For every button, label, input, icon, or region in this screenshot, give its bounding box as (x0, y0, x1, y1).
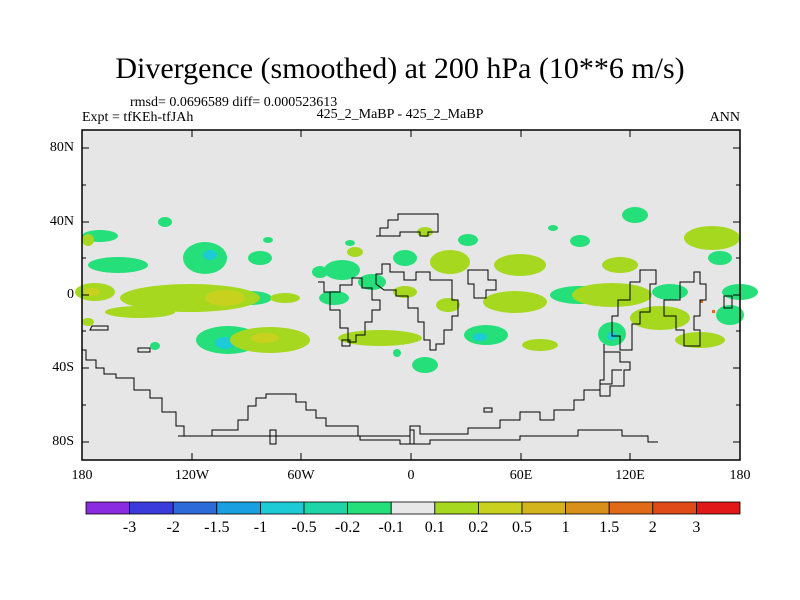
colorbar-label: -3 (123, 519, 136, 536)
case-label: 425_2_MaBP - 425_2_MaBP (316, 107, 484, 122)
y-tick-label-40n: 40N (49, 214, 74, 229)
colorbar-swatch (390, 501, 436, 515)
y-tick-label-0: 0 (67, 287, 74, 302)
x-tick-label-60e: 60E (509, 468, 533, 483)
x-tick-marks (191, 130, 631, 460)
y-tick-label-80n: 80N (49, 140, 74, 155)
x-tick-label-120e: 120E (615, 468, 645, 483)
colorbar-label: -1.5 (204, 519, 229, 536)
colorbar-label: -2 (167, 519, 180, 536)
y-tick-marks (82, 147, 740, 443)
x-tick-label-0: 0 (407, 468, 415, 483)
colorbar-label: 1.5 (599, 519, 619, 536)
colorbar-swatch (565, 501, 610, 515)
colorbar-label: 1 (562, 519, 570, 536)
colorbar-label: 2 (649, 519, 657, 536)
colorbar-label: 0.2 (468, 519, 488, 536)
colorbar-label: -0.5 (291, 519, 316, 536)
colorbar-swatch (696, 501, 741, 515)
colorbar: -3 -2 -1.5 -1 -0.5 -0.2 -0.1 0.1 0.2 0.5 1 1.5 2 3 (85, 501, 741, 536)
colorbar-label: -0.2 (335, 519, 360, 536)
x-tick-label-120w: 120W (174, 468, 210, 483)
colorbar-swatch (172, 501, 218, 515)
experiment-label: Expt = tfKEh-tfJAh (82, 110, 194, 125)
colorbar-swatch (608, 501, 654, 515)
coastlines (82, 213, 733, 445)
stats-text: rmsd= 0.0696589 diff= 0.000523613 (130, 95, 338, 110)
y-tick-label-80s: 80S (52, 434, 74, 449)
colorbar-swatch (85, 501, 130, 515)
colorbar-swatch (477, 501, 523, 515)
colorbar-swatch (652, 501, 697, 515)
y-tick-label-40s: 40S (52, 360, 74, 375)
colorbar-label: 0.1 (425, 519, 445, 536)
season-label: ANN (709, 110, 740, 125)
divergence-field (75, 207, 758, 373)
colorbar-swatch (347, 501, 392, 515)
x-tick-label-180w: 180 (71, 468, 93, 483)
colorbar-swatch (434, 501, 479, 515)
colorbar-swatch (259, 501, 305, 515)
colorbar-swatch (129, 501, 174, 515)
colorbar-label: 3 (692, 519, 700, 536)
colorbar-swatch (303, 501, 348, 515)
plot-title: Divergence (smoothed) at 200 hPa (10**6 … (115, 52, 685, 85)
x-tick-label-60w: 60W (287, 468, 315, 483)
x-tick-label-180e: 180 (729, 468, 751, 483)
colorbar-swatch (521, 501, 566, 515)
colorbar-swatch (216, 501, 261, 515)
colorbar-label: -1 (254, 519, 267, 536)
colorbar-label: -0.1 (379, 519, 404, 536)
colorbar-label: 0.5 (512, 519, 532, 536)
